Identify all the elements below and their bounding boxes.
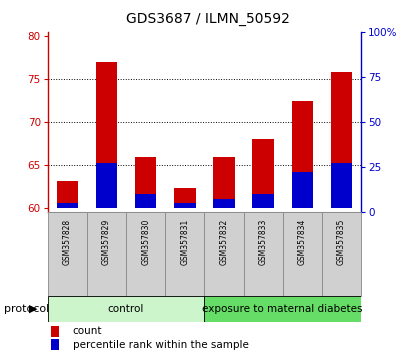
Bar — [252, 194, 274, 208]
Bar — [51, 326, 59, 337]
Bar — [51, 339, 59, 350]
Text: GSM357828: GSM357828 — [63, 219, 72, 265]
Text: GSM357835: GSM357835 — [337, 219, 346, 266]
Text: GSM357834: GSM357834 — [298, 219, 307, 266]
Bar — [126, 212, 165, 296]
Bar — [252, 139, 274, 208]
Text: GSM357833: GSM357833 — [259, 219, 268, 266]
Bar — [56, 203, 78, 208]
Text: ▶: ▶ — [29, 304, 37, 314]
Bar — [331, 163, 352, 208]
Bar — [331, 72, 352, 208]
Bar — [213, 158, 235, 208]
Text: percentile rank within the sample: percentile rank within the sample — [73, 340, 249, 350]
Bar — [244, 212, 283, 296]
Bar — [165, 212, 204, 296]
Bar — [213, 199, 235, 208]
Bar — [87, 212, 126, 296]
Bar — [48, 296, 205, 322]
Bar — [291, 172, 313, 208]
Bar — [135, 194, 156, 208]
Bar — [205, 296, 361, 322]
Bar — [174, 203, 195, 208]
Bar — [283, 212, 322, 296]
Text: GSM357831: GSM357831 — [180, 219, 189, 265]
Text: GSM357829: GSM357829 — [102, 219, 111, 265]
Text: exposure to maternal diabetes: exposure to maternal diabetes — [203, 304, 363, 314]
Text: protocol: protocol — [4, 304, 49, 314]
Text: GSM357832: GSM357832 — [220, 219, 229, 265]
Bar — [291, 102, 313, 208]
Text: count: count — [73, 326, 102, 336]
Bar — [135, 156, 156, 208]
Bar — [96, 163, 117, 208]
Bar — [205, 212, 244, 296]
Text: GSM357830: GSM357830 — [141, 219, 150, 266]
Text: GDS3687 / ILMN_50592: GDS3687 / ILMN_50592 — [126, 12, 289, 27]
Bar — [48, 212, 87, 296]
Bar — [96, 62, 117, 208]
Bar — [322, 212, 361, 296]
Bar — [174, 188, 195, 208]
Bar — [56, 181, 78, 208]
Text: control: control — [108, 304, 144, 314]
